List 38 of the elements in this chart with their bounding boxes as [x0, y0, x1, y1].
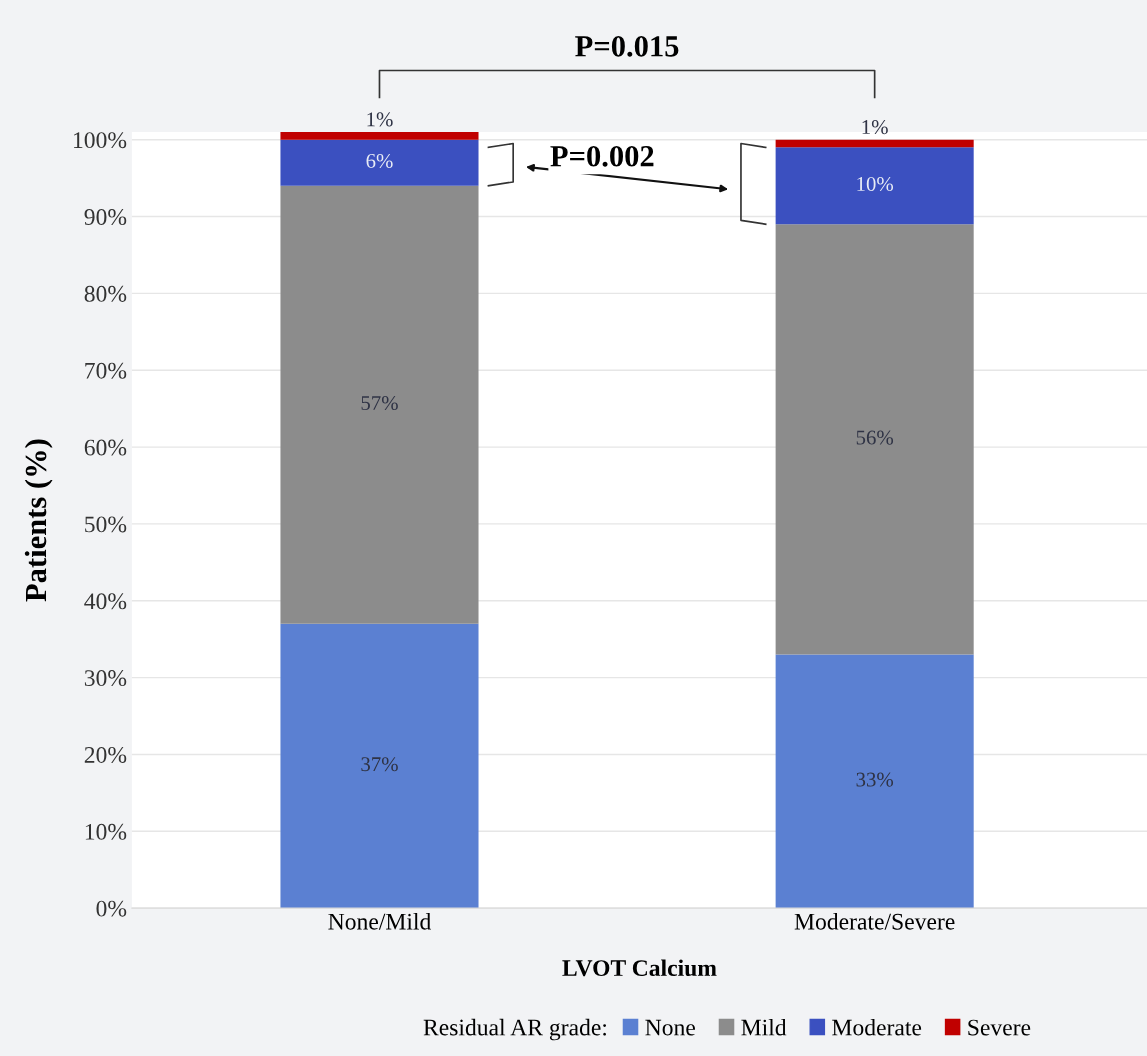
bar	[775, 224, 974, 655]
y-tick-label: 70%	[85, 362, 127, 379]
legend-label: Severe	[968, 1019, 1031, 1036]
y-tick-label: 90%	[84, 209, 127, 226]
x-tick-label: None/Mild	[328, 913, 432, 930]
bar	[775, 654, 974, 909]
data-label: 57%	[361, 395, 398, 411]
text: P=0.015	[575, 36, 679, 57]
annotation: P=0.002	[550, 145, 654, 167]
x-tick-label: Moderate/Severe	[794, 913, 955, 930]
y-tick-label: 10%	[85, 823, 127, 840]
bar	[280, 185, 479, 624]
legend-label: Mild	[741, 1018, 787, 1036]
y-tick-label: 40%	[84, 593, 127, 610]
data-label: 37%	[361, 757, 398, 772]
y-tick-label: 50%	[85, 516, 127, 533]
y-tick-label: 30%	[84, 670, 127, 687]
bar	[280, 132, 479, 140]
y-tick-label: 0%	[96, 900, 127, 917]
data-label: 10%	[857, 176, 894, 192]
legend-title: Residual AR grade:	[423, 1018, 606, 1041]
y-tick-label: 100%	[74, 132, 127, 149]
data-label: 1%	[367, 112, 393, 127]
y-axis-title: Patients (%)	[24, 439, 53, 602]
y-tick-label: 80%	[84, 285, 127, 302]
data-label: 1%	[862, 120, 888, 135]
data-label: 56%	[856, 430, 894, 445]
x-axis-title: LVOT Calcium	[562, 959, 717, 977]
bar	[775, 147, 974, 225]
legend-label: None	[645, 1019, 695, 1036]
y-tick-label: 20%	[84, 746, 127, 763]
bar	[280, 139, 479, 186]
y-tick-label: 60%	[84, 439, 127, 456]
bar	[280, 623, 479, 909]
bar	[775, 139, 974, 148]
data-label: 6%	[366, 153, 393, 169]
data-label: 33%	[856, 772, 894, 787]
legend-label: Moderate	[832, 1018, 922, 1036]
